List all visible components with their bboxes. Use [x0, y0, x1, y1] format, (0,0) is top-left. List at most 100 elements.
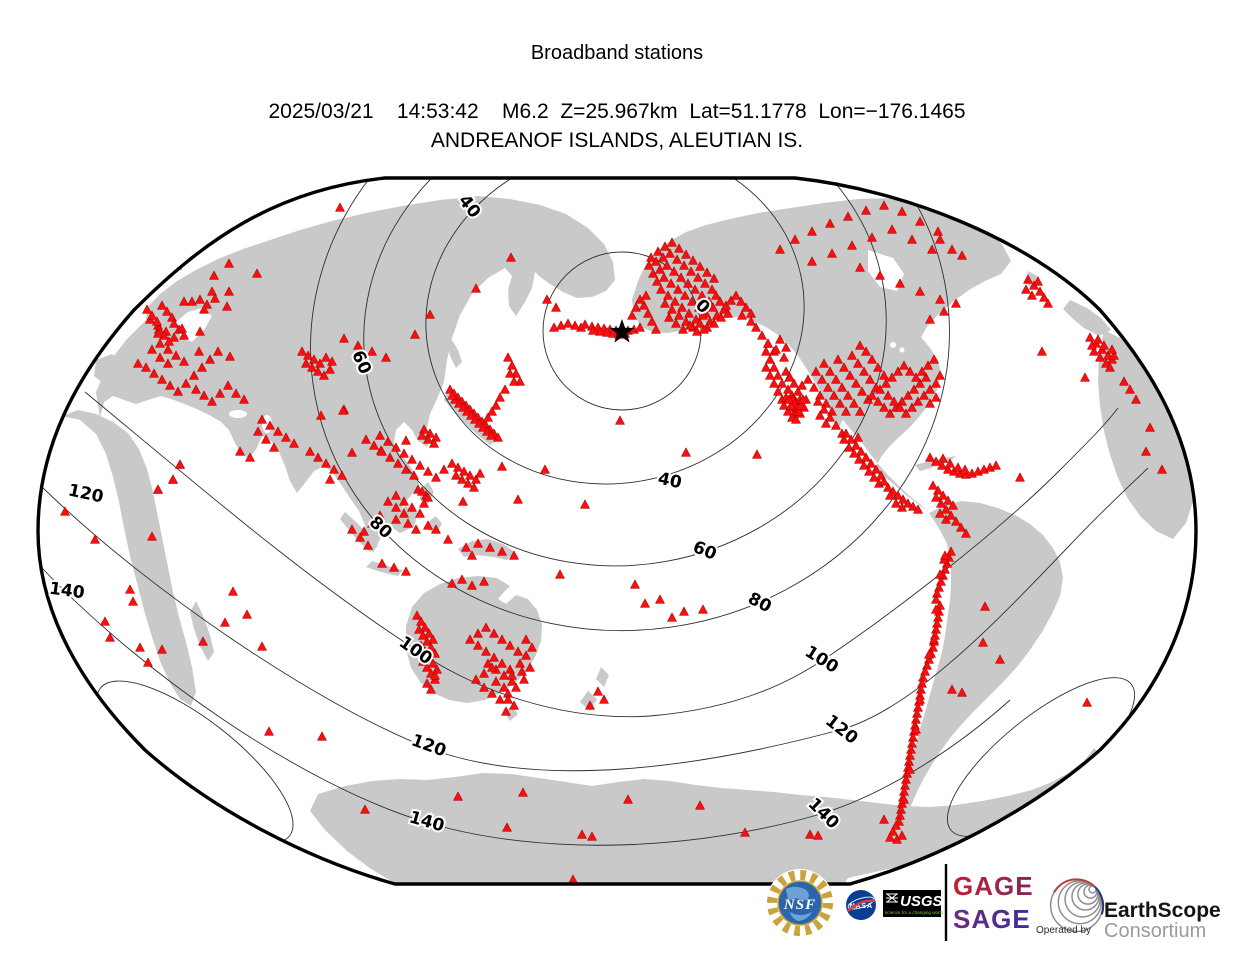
- contour-40: [425, 178, 805, 485]
- station-marker: [894, 278, 906, 288]
- station-marker: [788, 378, 800, 388]
- station-marker: [622, 794, 634, 804]
- station-marker: [930, 392, 942, 402]
- station-marker: [678, 606, 690, 616]
- station-marker: [480, 646, 492, 656]
- station-marker: [665, 278, 677, 288]
- station-marker: [406, 454, 418, 464]
- station-marker: [852, 432, 864, 442]
- station-marker: [302, 350, 314, 360]
- station-marker: [272, 426, 284, 436]
- station-marker: [912, 396, 924, 406]
- station-marker: [494, 694, 506, 704]
- station-marker: [802, 374, 814, 384]
- station-marker: [650, 324, 662, 334]
- station-marker: [288, 438, 300, 448]
- station-marker: [940, 514, 952, 524]
- station-marker: [1104, 362, 1116, 372]
- station-marker: [658, 272, 670, 282]
- nsf-logo-text: NSF: [783, 897, 816, 913]
- station-marker: [770, 344, 782, 354]
- station-marker: [462, 478, 474, 488]
- station-marker: [470, 474, 482, 484]
- station-marker: [930, 378, 942, 388]
- station-marker: [736, 310, 748, 320]
- station-marker: [797, 394, 809, 404]
- station-marker: [614, 415, 626, 425]
- station-marker: [946, 684, 958, 694]
- station-marker: [855, 446, 867, 456]
- nsf-logo: NSF: [766, 869, 834, 937]
- nsf-globe-land: [786, 886, 809, 900]
- station-marker: [804, 829, 816, 839]
- es-ring-7: [1088, 885, 1097, 894]
- station-marker: [411, 610, 423, 620]
- station-marker: [678, 260, 690, 270]
- epicenter-layer: [609, 319, 635, 343]
- station-marker: [470, 283, 482, 293]
- station-marker: [1026, 290, 1038, 300]
- station-marker: [178, 330, 190, 340]
- station-marker: [124, 584, 136, 594]
- station-marker: [152, 484, 164, 494]
- station-marker: [680, 447, 692, 457]
- station-marker: [928, 634, 940, 644]
- station-marker: [512, 494, 524, 504]
- station-marker: [260, 434, 272, 444]
- station-marker: [427, 658, 439, 668]
- station-marker: [474, 468, 486, 478]
- station-marker: [914, 378, 926, 388]
- station-marker: [858, 460, 870, 470]
- station-marker: [864, 374, 876, 384]
- station-marker: [197, 636, 209, 646]
- station-marker: [662, 290, 674, 300]
- station-marker: [722, 308, 734, 318]
- station-marker: [947, 500, 959, 510]
- station-marker: [524, 662, 536, 672]
- station-marker: [146, 344, 158, 354]
- station-marker: [504, 640, 516, 650]
- usgs-wave-mark: [886, 893, 898, 903]
- station-marker: [916, 366, 928, 376]
- station-marker: [161, 306, 173, 316]
- page-title: Broadband stations: [530, 42, 704, 64]
- station-marker: [934, 508, 946, 518]
- station-marker: [764, 354, 776, 364]
- station-marker: [346, 447, 358, 457]
- station-marker: [178, 356, 190, 366]
- station-marker: [419, 622, 431, 632]
- station-marker: [316, 731, 328, 741]
- station-marker: [127, 596, 139, 606]
- station-marker: [256, 641, 268, 651]
- station-marker: [872, 362, 884, 372]
- station-marker: [424, 309, 436, 319]
- station-marker: [198, 304, 210, 314]
- station-marker: [907, 501, 919, 511]
- station-marker: [263, 726, 275, 736]
- station-marker: [251, 268, 263, 278]
- station-marker: [854, 406, 866, 416]
- station-marker: [168, 318, 180, 328]
- station-marker: [496, 634, 508, 644]
- station-marker: [188, 370, 200, 380]
- distance-contours: [39, 178, 1149, 846]
- station-marker: [1106, 344, 1118, 354]
- station-marker: [496, 658, 508, 668]
- station-marker: [760, 362, 772, 372]
- station-marker: [810, 366, 822, 376]
- station-marker: [241, 609, 253, 619]
- station-marker: [457, 496, 469, 506]
- station-marker: [856, 386, 868, 396]
- station-marker: [601, 327, 613, 337]
- map-boundary: [36, 176, 1198, 886]
- station-marker: [502, 694, 514, 704]
- station-marker: [388, 562, 400, 572]
- station-marker: [470, 674, 482, 684]
- land-iceland: [946, 240, 964, 254]
- station-marker: [898, 360, 910, 370]
- station-marker: [960, 528, 972, 538]
- station-marker: [846, 350, 858, 360]
- station-marker: [478, 668, 490, 678]
